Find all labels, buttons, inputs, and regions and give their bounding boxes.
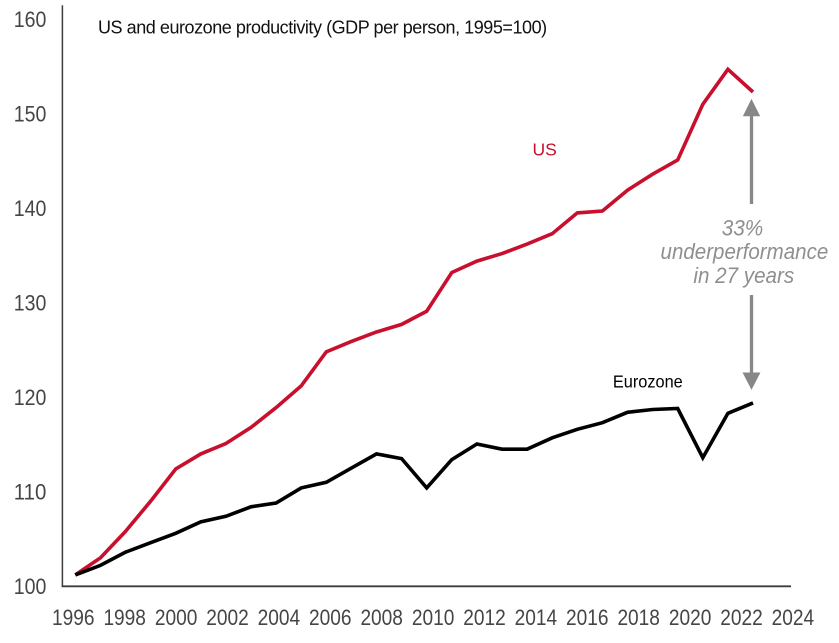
svg-text:2000: 2000 <box>155 605 198 630</box>
svg-text:underperformance: underperformance <box>661 239 829 264</box>
svg-text:150: 150 <box>14 102 47 127</box>
svg-text:2018: 2018 <box>617 605 660 630</box>
svg-text:1996: 1996 <box>52 605 95 630</box>
svg-text:2006: 2006 <box>309 605 352 630</box>
svg-text:110: 110 <box>14 480 47 505</box>
svg-text:140: 140 <box>14 196 47 221</box>
svg-text:2020: 2020 <box>669 605 712 630</box>
svg-text:2014: 2014 <box>515 605 558 630</box>
svg-text:US: US <box>532 140 556 160</box>
svg-text:160: 160 <box>14 7 47 32</box>
svg-text:2004: 2004 <box>258 605 301 630</box>
svg-text:2016: 2016 <box>566 605 609 630</box>
svg-text:2008: 2008 <box>360 605 403 630</box>
svg-text:2024: 2024 <box>772 605 815 630</box>
svg-text:120: 120 <box>14 385 47 410</box>
svg-text:100: 100 <box>14 574 47 599</box>
svg-text:2022: 2022 <box>720 605 763 630</box>
svg-text:2002: 2002 <box>206 605 249 630</box>
svg-text:130: 130 <box>14 291 47 316</box>
svg-text:1998: 1998 <box>103 605 146 630</box>
svg-text:in 27 years: in 27 years <box>693 263 794 288</box>
svg-text:2012: 2012 <box>463 605 506 630</box>
svg-text:33%: 33% <box>722 216 764 241</box>
svg-text:US and eurozone productivity (: US and eurozone productivity (GDP per pe… <box>98 18 547 38</box>
svg-text:Eurozone: Eurozone <box>613 371 683 391</box>
svg-text:2010: 2010 <box>412 605 455 630</box>
